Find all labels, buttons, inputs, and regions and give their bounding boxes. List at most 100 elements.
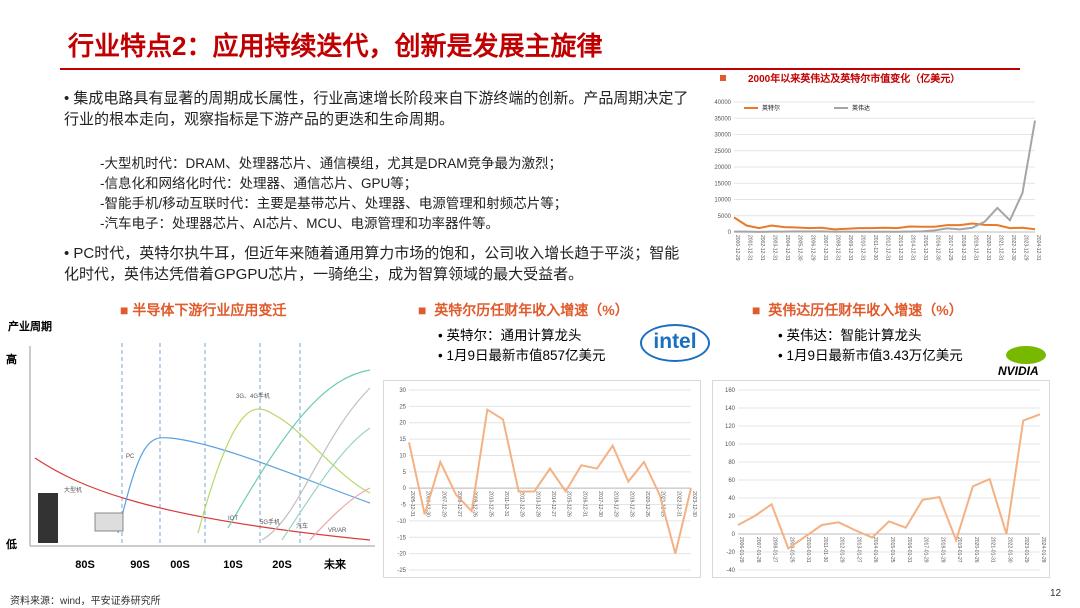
x-tick-label: 2001-12-31 [747, 235, 753, 261]
period-label: 00S [170, 559, 190, 571]
x-tick-label: 2019-12-31 [972, 235, 978, 261]
x-tick-label: 2018-12-29 [613, 491, 619, 517]
x-tick-label: 2012-12-31 [885, 235, 891, 261]
x-tick-label: 2022-12-30 [1010, 235, 1016, 261]
intel-points: • 英特尔：通用计算龙头 • 1月9日最新市值857亿美元 [438, 326, 606, 366]
x-tick-label: 2003-12-31 [772, 235, 778, 261]
period-label: 10S [223, 559, 243, 571]
x-tick-label: 2010-12-25 [487, 491, 493, 517]
y-tick-label: 0 [728, 230, 732, 236]
y-tick-label: -40 [726, 568, 735, 574]
x-tick-label: 2005-12-31 [409, 491, 415, 517]
x-tick-label: 2010-12-31 [859, 235, 865, 261]
x-tick-label: 2020-12-31 [985, 235, 991, 261]
heading-text: 英伟达历任财年收入增速（%） [768, 302, 963, 318]
x-tick-label: 2016-12-30 [935, 235, 941, 261]
era: -汽车电子：处理器芯片、AI芯片、MCU、电源管理和功率器件等。 [100, 216, 499, 231]
chart-title: 2000年以来英伟达及英特尔市值变化（亿美元） [748, 72, 960, 85]
y-label: 产业周期 [8, 319, 52, 333]
y-tick-label: 5 [403, 470, 407, 476]
era-list: -大型机时代：DRAM、处理器芯片、通信模组，尤其是DRAM竞争最为激烈； -信… [100, 154, 700, 234]
x-tick-label: 2008-12-31 [834, 235, 840, 261]
x-tick-label: 2007-12-29 [440, 491, 446, 517]
curve-label: PC [126, 454, 135, 460]
page-number: 12 [1050, 588, 1062, 599]
x-tick-label: 2020-01-26 [973, 537, 979, 563]
y-tick-label: -15 [397, 535, 406, 541]
x-tick-label: 2009-12-26 [472, 491, 478, 517]
source: 资料来源：wind，平安证券研究所 [10, 596, 161, 607]
x-tick-label: 2021-01-31 [990, 537, 996, 563]
chart: 0 5000 10000 15000 20000 25000 30000 35000 40000… [714, 72, 1041, 261]
series-line [733, 216, 1036, 231]
y-tick-label: -20 [397, 552, 406, 558]
y-tick-label: 35000 [714, 116, 731, 122]
x-tick-label: 2000-12-29 [734, 235, 740, 261]
x-tick-label: 2015-01-25 [889, 537, 895, 563]
point: • 1月9日最新市值857亿美元 [438, 348, 606, 363]
y-tick-label: 80 [728, 460, 735, 466]
y-tick-label: 0 [732, 532, 736, 538]
point: • 1月9日最新市值3.43万亿美元 [778, 348, 963, 363]
x-tick-label: 2013-01-27 [855, 537, 861, 563]
y-tick-label: -20 [726, 550, 735, 556]
x-tick-label: 2018-01-28 [939, 537, 945, 563]
y-tick-label: 20 [399, 421, 406, 427]
period-label: 20S [272, 559, 292, 571]
bullet-text: 集成电路具有显著的周期成长属性，行业高速增长阶段来自下游终端的创新。产品周期决定… [64, 90, 689, 128]
era: -信息化和网络化时代：处理器、通信芯片、GPU等； [100, 176, 418, 191]
curve-label: 5G手机 [260, 518, 280, 526]
curves [34, 369, 371, 541]
y-tick-label: 15 [399, 437, 406, 443]
x-tick-label: 2018-12-31 [960, 235, 966, 261]
x-tick-label: 2024-12-31 [1035, 235, 1041, 261]
y-tick-label: 30 [399, 388, 406, 394]
x-tick-label: 2023-12-29 [1022, 235, 1028, 261]
era: -智能手机/移动互联时代：主要是基带芯片、处理器、电源管理和射频芯片等； [100, 196, 568, 211]
x-tick-label: 2016-01-31 [906, 537, 912, 563]
x-tick-label: 2007-12-31 [822, 235, 828, 261]
series-line [737, 413, 1041, 550]
curve-label: 大型机 [64, 486, 82, 494]
x-tick-label: 2024-01-28 [1040, 537, 1046, 563]
y-tick-label: 140 [725, 406, 736, 412]
legend-label: 英伟达 [852, 104, 870, 112]
nvidia-eye [1006, 346, 1046, 364]
period-label: 80S [75, 559, 95, 571]
curve-label: IOT [228, 516, 238, 522]
mainframe-icon [38, 493, 58, 543]
nvidia-heading: ■ 英伟达历任财年收入增速（%） [752, 302, 963, 318]
diagram-title: ■ 半导体下游行业应用变迁 [120, 302, 287, 318]
x-tick-label: 2011-01-30 [822, 537, 828, 562]
x-tick-label: 2019-12-28 [628, 491, 634, 517]
x-tick-label: 2023-12-30 [691, 491, 697, 517]
pc-icon [94, 512, 124, 532]
heading-text: 英特尔历任财年收入增速（%） [434, 302, 629, 318]
x-tick-label: 2002-12-31 [759, 235, 765, 261]
point: • 英伟达：智能计算龙头 [778, 328, 922, 343]
y-tick-label: 160 [725, 388, 736, 394]
y-tick-label: -25 [397, 568, 406, 574]
y-tick-label: 5000 [718, 214, 732, 220]
intel-heading: ■ 英特尔历任财年收入增速（%） [418, 302, 629, 318]
y-tick-label: 15000 [714, 181, 731, 187]
x-tick-label: 2011-12-31 [503, 491, 509, 516]
y-tick-label: 120 [725, 424, 736, 430]
nvidia-logo: NVIDIA [998, 346, 1046, 378]
point-text: 1月9日最新市值857亿美元 [446, 348, 606, 363]
series-line [733, 120, 1036, 233]
y-tick-label: 30000 [714, 133, 731, 139]
y-tick-label: 10 [399, 453, 406, 459]
y-tick-label: 10000 [714, 198, 731, 204]
chart: -40 -20 0 20 40 60 80 100 120 140 160 2006-01-29 200… [712, 380, 1050, 578]
high-label: 高 [6, 352, 17, 366]
x-tick-label: 2009-12-31 [847, 235, 853, 261]
point-text: 英伟达：智能计算龙头 [786, 328, 922, 343]
x-tick-label: 2020-12-26 [644, 491, 650, 517]
x-tick-label: 2011-12-30 [872, 235, 878, 260]
slide-title: 行业特点2：应用持续迭代，创新是发展主旋律 [68, 31, 603, 61]
series-line [408, 407, 692, 554]
x-tick-label: 2014-01-26 [872, 537, 878, 563]
x-tick-label: 2014-12-27 [550, 491, 556, 517]
